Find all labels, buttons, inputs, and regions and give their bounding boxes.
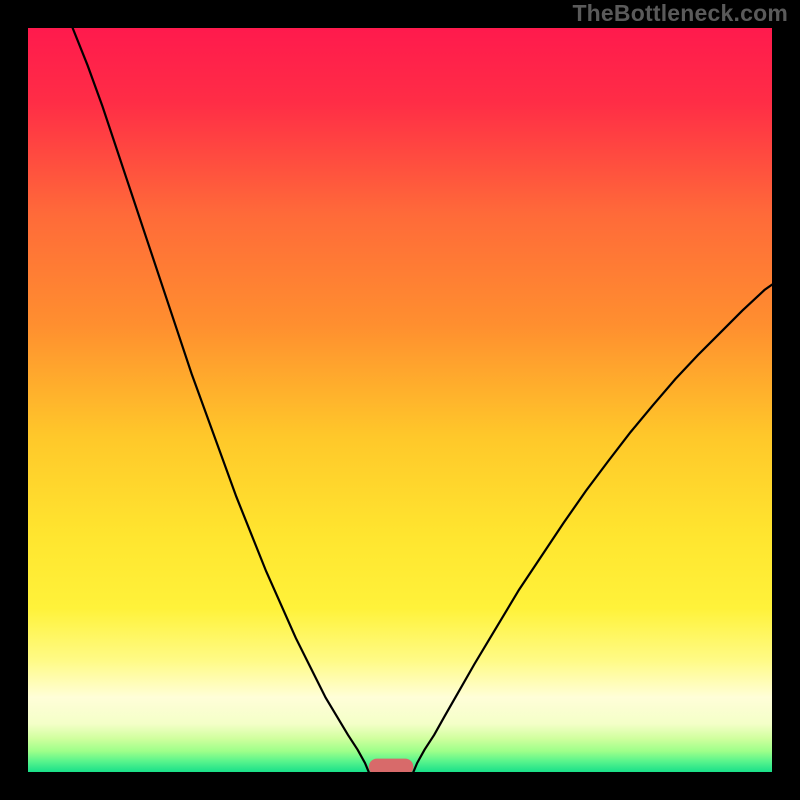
minimum-marker: [369, 759, 414, 772]
watermark-text: TheBottleneck.com: [572, 0, 788, 27]
gradient-background: [28, 28, 772, 772]
plot-svg: [28, 28, 772, 772]
chart-container: TheBottleneck.com: [0, 0, 800, 800]
plot-area: [28, 28, 772, 772]
